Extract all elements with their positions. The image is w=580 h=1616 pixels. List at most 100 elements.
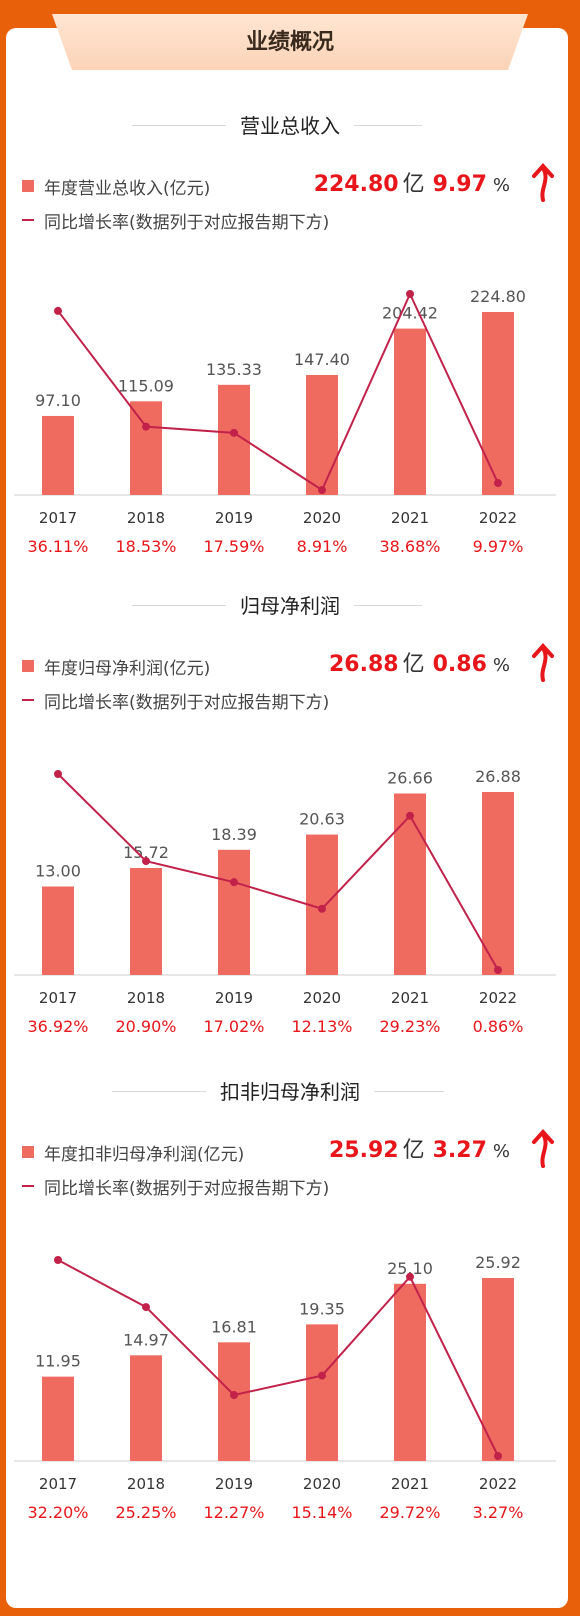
legend-line-label: 同比增长率(数据列于对应报告期下方) <box>44 1179 330 1199</box>
arrow-up-icon <box>532 643 554 682</box>
bar <box>482 1278 514 1461</box>
legend-line-swatch <box>22 699 34 701</box>
x-tick-label: 2020 <box>303 989 341 1007</box>
bar-value-label: 13.00 <box>35 861 81 880</box>
growth-rate-label: 36.11% <box>27 537 88 556</box>
growth-rate-label: 12.13% <box>291 1017 352 1036</box>
growth-rate-label: 17.59% <box>203 537 264 556</box>
x-tick-label: 2018 <box>127 989 165 1007</box>
kpi-pct: % <box>492 1141 510 1162</box>
x-tick-label: 2018 <box>127 1475 165 1493</box>
x-tick-label: 2022 <box>479 509 517 527</box>
bar <box>218 849 250 975</box>
growth-rate-point <box>142 857 150 866</box>
growth-rate-point <box>494 966 502 974</box>
x-tick-label: 2022 <box>479 1475 517 1493</box>
bar-value-label: 25.10 <box>387 1259 433 1278</box>
legend-bar-swatch <box>22 660 34 672</box>
growth-rate-point <box>142 1303 150 1312</box>
growth-rate-line <box>57 1259 499 1457</box>
kpi-rate: 3.27 <box>432 1138 487 1163</box>
growth-rate-label: 3.27% <box>473 1503 524 1522</box>
growth-rate-label: 12.27% <box>203 1503 264 1522</box>
bar <box>130 1355 162 1461</box>
bar <box>218 1342 250 1461</box>
bar <box>42 415 74 495</box>
kpi-summary: 26.88 亿 0.86% <box>329 646 510 678</box>
bar <box>130 867 162 975</box>
chart-net-profit: 13.00 2017 36.92% 15.72 2018 20.90% 18.39 2019 1… <box>14 767 556 1036</box>
growth-rate-point <box>406 290 414 298</box>
x-tick-label: 2021 <box>391 989 429 1007</box>
bar <box>42 1376 74 1461</box>
bar <box>42 886 74 975</box>
report-card <box>6 28 568 1608</box>
bar <box>306 375 338 495</box>
growth-rate-point <box>230 878 238 887</box>
growth-rate-point <box>494 1452 502 1460</box>
legend-line-swatch <box>22 219 34 221</box>
bar-value-label: 25.92 <box>475 1253 521 1272</box>
arrow-up-icon <box>532 1129 554 1168</box>
growth-rate-label: 29.23% <box>379 1017 440 1036</box>
legend-line-swatch <box>22 1185 34 1187</box>
growth-rate-label: 0.86% <box>473 1017 524 1036</box>
growth-rate-label: 20.90% <box>115 1017 176 1036</box>
x-tick-label: 2018 <box>127 509 165 527</box>
bar <box>394 328 426 495</box>
kpi-pct: % <box>492 655 510 676</box>
bar <box>394 793 426 975</box>
growth-rate-label: 9.97% <box>473 537 524 556</box>
bar-value-label: 16.81 <box>211 1317 257 1336</box>
section-title: 扣非归母净利润 <box>0 1078 580 1106</box>
growth-rate-label: 15.14% <box>291 1503 352 1522</box>
kpi-summary: 224.80 亿 9.97% <box>314 166 510 198</box>
chart-deducted-net-profit: 11.95 2017 32.20% 14.97 2018 25.25% 16.81 2019 1… <box>14 1253 556 1522</box>
x-tick-label: 2019 <box>215 509 253 527</box>
x-tick-label: 2021 <box>391 509 429 527</box>
bar-value-label: 135.33 <box>206 360 262 379</box>
bar-value-label: 26.66 <box>387 768 433 787</box>
growth-rate-point <box>54 770 62 778</box>
section-deducted-net-profit: 扣非归母净利润 年度扣非归母净利润(亿元) 同比增长率(数据列于对应报告期下方)… <box>0 1078 580 1548</box>
section-title: 营业总收入 <box>0 112 580 140</box>
growth-rate-point <box>318 1371 326 1380</box>
x-tick-label: 2017 <box>39 1475 77 1493</box>
bar-value-label: 15.72 <box>123 843 169 862</box>
section-title: 归母净利润 <box>0 592 580 620</box>
growth-rate-point <box>142 422 150 431</box>
growth-rate-label: 18.53% <box>115 537 176 556</box>
legend-line-label: 同比增长率(数据列于对应报告期下方) <box>44 213 330 233</box>
kpi-value: 25.92 <box>329 1138 399 1163</box>
bar <box>130 401 162 495</box>
x-tick-label: 2017 <box>39 989 77 1007</box>
bar-value-label: 115.09 <box>118 376 174 395</box>
bar <box>306 1324 338 1461</box>
bar-value-label: 19.35 <box>299 1299 345 1318</box>
page-title: 业绩概况 <box>245 30 334 55</box>
bar-value-label: 18.39 <box>211 825 257 844</box>
bar-value-label: 204.42 <box>382 304 438 323</box>
kpi-rate: 0.86 <box>432 652 487 677</box>
legend-bar-swatch <box>22 180 34 192</box>
growth-rate-label: 36.92% <box>27 1017 88 1036</box>
growth-rate-point <box>494 479 502 488</box>
growth-rate-point <box>230 428 238 437</box>
growth-rate-label: 38.68% <box>379 537 440 556</box>
bar-value-label: 224.80 <box>470 287 526 306</box>
bar-value-label: 14.97 <box>123 1330 169 1349</box>
x-tick-label: 2019 <box>215 989 253 1007</box>
kpi-summary: 25.92 亿 3.27% <box>329 1132 510 1164</box>
growth-rate-point <box>318 904 326 913</box>
bar <box>482 792 514 975</box>
x-tick-label: 2017 <box>39 509 77 527</box>
section-net-profit: 归母净利润 年度归母净利润(亿元) 同比增长率(数据列于对应报告期下方) 26.… <box>0 592 580 1062</box>
growth-rate-line <box>57 773 499 971</box>
x-tick-label: 2022 <box>479 989 517 1007</box>
growth-rate-label: 29.72% <box>379 1503 440 1522</box>
x-tick-label: 2019 <box>215 1475 253 1493</box>
legend-line-label: 同比增长率(数据列于对应报告期下方) <box>44 693 330 713</box>
bar-value-label: 97.10 <box>35 391 81 410</box>
x-tick-label: 2020 <box>303 1475 341 1493</box>
bar <box>394 1283 426 1461</box>
